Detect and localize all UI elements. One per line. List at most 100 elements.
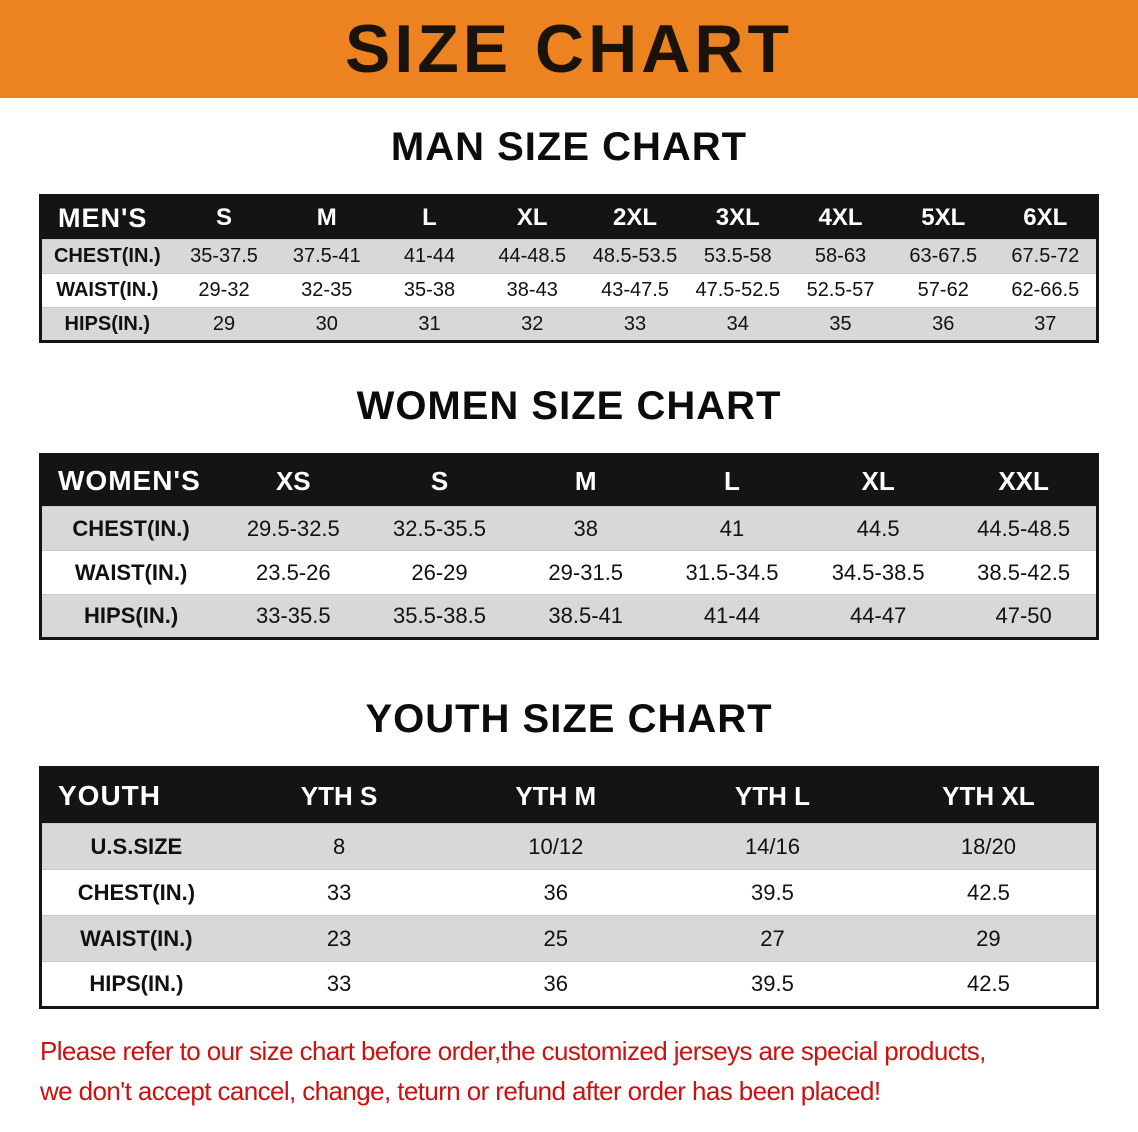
- size-value-cell: 38.5-41: [512, 594, 659, 639]
- table-row: HIPS(IN.) 29 30 31 32 33 34 35 36 37: [40, 307, 1098, 342]
- size-value-cell: 35-38: [378, 273, 481, 308]
- size-value-cell: 32-35: [275, 273, 379, 308]
- size-value-cell: 37.5-41: [275, 239, 379, 274]
- table-row: HIPS(IN.) 33 36 39.5 42.5: [40, 961, 1098, 1008]
- men-section: MAN SIZE CHART MEN'S S M L XL 2XL 3XL 4XL 5XL 6XL…: [0, 124, 1138, 343]
- size-value-cell: 23: [230, 915, 448, 962]
- size-value-cell: 47.5-52.5: [686, 273, 790, 308]
- size-value-cell: 29: [172, 307, 276, 342]
- table-header-row: WOMEN'S XS S M L XL XXL: [40, 454, 1098, 507]
- size-value-cell: 27: [664, 915, 881, 962]
- size-column-header: 2XL: [583, 195, 687, 240]
- size-value-cell: 44-47: [805, 594, 952, 639]
- size-value-cell: 18/20: [880, 823, 1098, 870]
- size-column-header: S: [366, 454, 513, 507]
- women-size-table: WOMEN'S XS S M L XL XXL CHEST(IN.) 29.5-32.5 32.5…: [39, 453, 1099, 640]
- footer-note: Please refer to our size chart before or…: [40, 1031, 1108, 1111]
- row-label: WAIST(IN.): [40, 550, 221, 595]
- table-header-row: MEN'S S M L XL 2XL 3XL 4XL 5XL 6XL: [40, 195, 1098, 240]
- size-value-cell: 35.5-38.5: [366, 594, 513, 639]
- size-value-cell: 38.5-42.5: [951, 550, 1098, 595]
- size-column-header: XL: [480, 195, 584, 240]
- size-column-header: L: [658, 454, 806, 507]
- size-column-header: 6XL: [994, 195, 1098, 240]
- size-value-cell: 35-37.5: [172, 239, 276, 274]
- banner: SIZE CHART: [0, 0, 1138, 98]
- size-column-header: YTH XL: [880, 767, 1098, 824]
- size-value-cell: 33: [583, 307, 687, 342]
- size-value-cell: 36: [447, 869, 665, 916]
- size-value-cell: 25: [447, 915, 665, 962]
- size-value-cell: 33: [230, 869, 448, 916]
- size-value-cell: 39.5: [664, 961, 881, 1008]
- size-value-cell: 35: [789, 307, 892, 342]
- banner-title: SIZE CHART: [345, 11, 793, 87]
- size-value-cell: 33: [230, 961, 448, 1008]
- size-column-header: 4XL: [789, 195, 892, 240]
- size-value-cell: 62-66.5: [994, 273, 1098, 308]
- footer-line-2: we don't accept cancel, change, teturn o…: [40, 1076, 881, 1106]
- size-value-cell: 14/16: [664, 823, 881, 870]
- size-column-header: 3XL: [686, 195, 790, 240]
- men-section-heading: MAN SIZE CHART: [390, 125, 748, 169]
- row-label: CHEST(IN.): [40, 506, 221, 551]
- size-column-header: XXL: [951, 454, 1098, 507]
- size-value-cell: 30: [275, 307, 379, 342]
- size-column-header: XS: [220, 454, 367, 507]
- table-row: CHEST(IN.) 29.5-32.5 32.5-35.5 38 41 44.5 44.5…: [40, 506, 1098, 551]
- size-column-header: S: [172, 195, 276, 240]
- size-value-cell: 34: [686, 307, 790, 342]
- size-value-cell: 48.5-53.5: [583, 239, 687, 274]
- size-value-cell: 44-48.5: [480, 239, 584, 274]
- size-value-cell: 29-32: [172, 273, 276, 308]
- size-value-cell: 36: [891, 307, 995, 342]
- youth-section-heading: YOUTH SIZE CHART: [365, 697, 773, 741]
- table-header-row: YOUTH YTH S YTH M YTH L YTH XL: [40, 767, 1098, 824]
- size-value-cell: 44.5: [805, 506, 952, 551]
- size-value-cell: 41: [658, 506, 806, 551]
- size-value-cell: 52.5-57: [789, 273, 892, 308]
- size-value-cell: 42.5: [880, 869, 1098, 916]
- women-section-heading: WOMEN SIZE CHART: [356, 384, 782, 428]
- size-value-cell: 41-44: [378, 239, 481, 274]
- size-value-cell: 41-44: [658, 594, 806, 639]
- size-value-cell: 38-43: [480, 273, 584, 308]
- row-label: HIPS(IN.): [40, 594, 221, 639]
- row-label: CHEST(IN.): [40, 869, 231, 916]
- corner-label: MEN'S: [40, 195, 173, 240]
- size-value-cell: 67.5-72: [994, 239, 1098, 274]
- corner-label: YOUTH: [40, 767, 231, 824]
- size-value-cell: 43-47.5: [583, 273, 687, 308]
- women-section: WOMEN SIZE CHART WOMEN'S XS S M L XL XXL CHEST(…: [0, 383, 1138, 640]
- size-value-cell: 34.5-38.5: [805, 550, 952, 595]
- footer-line-1: Please refer to our size chart before or…: [40, 1036, 986, 1066]
- size-value-cell: 29: [880, 915, 1098, 962]
- size-value-cell: 63-67.5: [891, 239, 995, 274]
- size-value-cell: 36: [447, 961, 665, 1008]
- size-value-cell: 10/12: [447, 823, 665, 870]
- size-column-header: YTH L: [664, 767, 881, 824]
- size-value-cell: 26-29: [366, 550, 513, 595]
- size-column-header: M: [512, 454, 659, 507]
- table-row: WAIST(IN.) 29-32 32-35 35-38 38-43 43-47.5 47.…: [40, 273, 1098, 308]
- size-column-header: M: [275, 195, 379, 240]
- youth-section: YOUTH SIZE CHART YOUTH YTH S YTH M YTH L YTH…: [0, 696, 1138, 1009]
- youth-size-table: YOUTH YTH S YTH M YTH L YTH XL U.S.SIZE 8 10/12…: [39, 766, 1099, 1009]
- size-value-cell: 44.5-48.5: [951, 506, 1098, 551]
- size-value-cell: 31.5-34.5: [658, 550, 806, 595]
- size-column-header: YTH M: [447, 767, 665, 824]
- size-value-cell: 29.5-32.5: [220, 506, 367, 551]
- row-label: HIPS(IN.): [40, 307, 173, 342]
- table-row: CHEST(IN.) 35-37.5 37.5-41 41-44 44-48.5 48.5…: [40, 239, 1098, 274]
- size-value-cell: 58-63: [789, 239, 892, 274]
- table-row: HIPS(IN.) 33-35.5 35.5-38.5 38.5-41 41-44 44-…: [40, 594, 1098, 639]
- men-size-table: MEN'S S M L XL 2XL 3XL 4XL 5XL 6XL CHEST(IN.) 35-37…: [39, 194, 1099, 343]
- size-value-cell: 32.5-35.5: [366, 506, 513, 551]
- size-column-header: 5XL: [891, 195, 995, 240]
- row-label: HIPS(IN.): [40, 961, 231, 1008]
- size-value-cell: 8: [230, 823, 448, 870]
- size-value-cell: 39.5: [664, 869, 881, 916]
- size-value-cell: 29-31.5: [512, 550, 659, 595]
- row-label: WAIST(IN.): [40, 915, 231, 962]
